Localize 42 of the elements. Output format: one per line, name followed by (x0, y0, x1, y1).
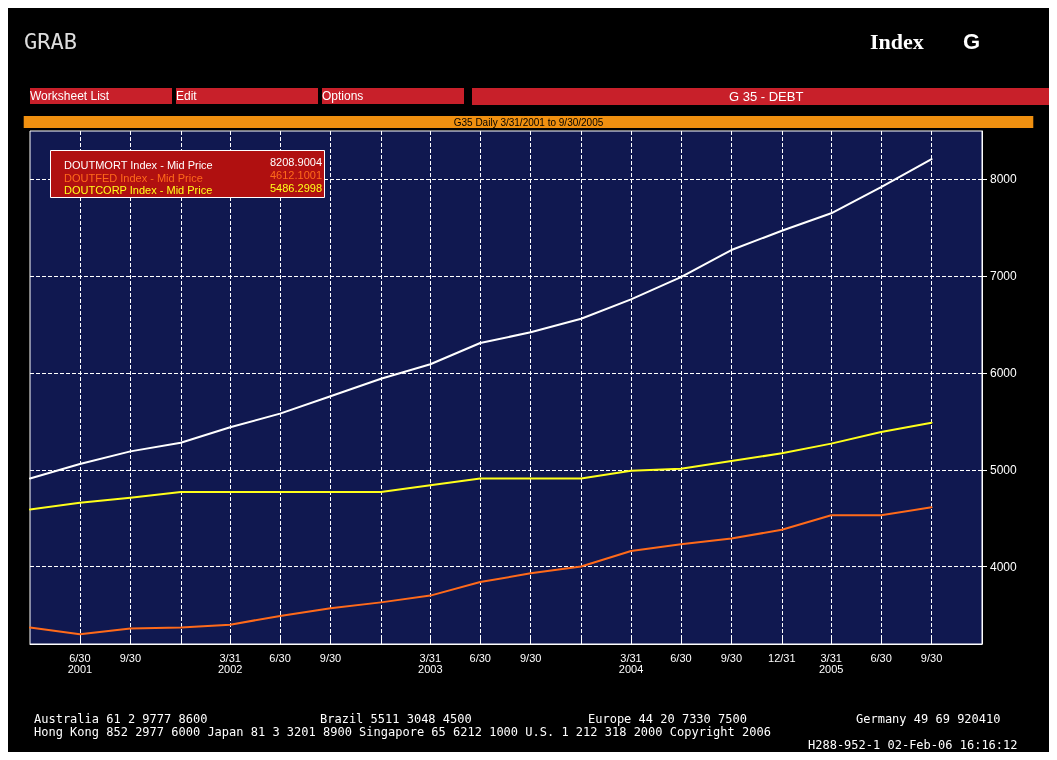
y-tick-label: 5000 (990, 462, 1018, 477)
x-tick-label: 6/30 (670, 651, 692, 664)
x-tick-label: 9/30 (720, 651, 743, 664)
text: Options (322, 89, 364, 103)
x-tick-label: 3/31 2003 (418, 651, 443, 675)
chart-title: G 35 - DEBT (729, 89, 804, 104)
text: Worksheet List (30, 89, 110, 103)
text: Hong Kong 852 2977 6000 Japan 81 3 3201 8900 Singapore 65 6212 1000 U.S. 1 212 318 2000 Copyright 2006 (34, 725, 771, 739)
text: Australia 61 2 9777 8600 (34, 712, 208, 726)
y-tick-label: 6000 (990, 365, 1018, 380)
text: G (963, 28, 981, 54)
text: DOUTMORT Index - Mid Price (64, 159, 213, 171)
text: Brazil 5511 3048 4500 (320, 712, 472, 726)
x-tick-label: 6/30 (469, 651, 491, 664)
x-tick-label: 12/31 (768, 651, 796, 664)
y-tick-label: 8000 (990, 172, 1018, 187)
x-tick-label: 3/31 2004 (618, 651, 644, 675)
text: Index (870, 28, 924, 54)
text: Europe 44 20 7330 7500 (588, 712, 747, 726)
x-tick-label: 9/30 (519, 651, 542, 664)
text: Germany 49 69 920410 (856, 712, 1001, 726)
annotation: 4612.1001 (270, 168, 322, 181)
text: GRAB (24, 28, 77, 54)
text: Edit (176, 89, 198, 103)
y-tick-label: 4000 (990, 559, 1018, 574)
chart-subtitle: G35 Daily 3/31/2001 to 9/30/2005 (453, 116, 604, 128)
x-tick-label: 6/30 2001 (67, 651, 93, 675)
x-tick-label: 9/30 (319, 651, 342, 664)
text: H288-952-1 02-Feb-06 16:16:12 (808, 738, 1018, 752)
annotation: 5486.2998 (270, 181, 322, 194)
line-series (29, 421, 933, 511)
text: DOUTFED Index - Mid Price (64, 171, 203, 184)
x-tick-label: 3/31 2002 (217, 651, 243, 675)
line-series (29, 506, 933, 636)
y-tick-label: 7000 (990, 269, 1018, 284)
x-tick-label: 6/30 (870, 651, 892, 664)
x-tick-label: 6/30 (269, 651, 291, 664)
text: DOUTCORP Index - Mid Price (64, 184, 213, 196)
x-tick-label: 9/30 (119, 651, 142, 664)
annotation: 8208.9004 (270, 155, 322, 168)
x-tick-label: 9/30 (920, 651, 943, 664)
x-tick-label: 3/31 2005 (818, 651, 844, 675)
